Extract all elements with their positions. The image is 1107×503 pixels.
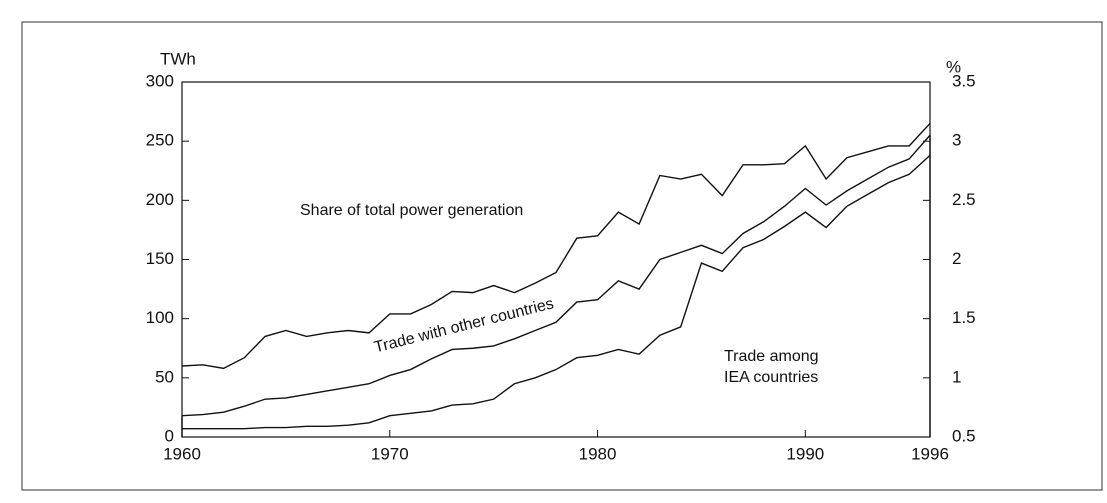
x-tick-label: 1996 bbox=[911, 444, 949, 463]
y-tick-label: 300 bbox=[146, 71, 174, 90]
y-tick-label: 250 bbox=[146, 131, 174, 150]
frame bbox=[21, 21, 1103, 491]
y2-tick-label: 3 bbox=[952, 131, 961, 150]
y-tick-label: 100 bbox=[146, 308, 174, 327]
share-label: Share of total power generation bbox=[300, 202, 524, 219]
series-line bbox=[181, 122, 931, 370]
x-tick-label: 1990 bbox=[786, 444, 824, 463]
series-line bbox=[182, 154, 931, 430]
y-tick-label: 50 bbox=[155, 367, 174, 386]
y2-tick-label: 3.5 bbox=[952, 71, 976, 90]
iea-label: Trade among IEA countries bbox=[724, 348, 819, 386]
y-tick-label: 150 bbox=[146, 249, 174, 268]
x-tick-label: 1960 bbox=[163, 444, 201, 463]
y2-tick-label: 1.5 bbox=[952, 308, 976, 327]
y-tick-label: 200 bbox=[146, 190, 174, 209]
series-line bbox=[181, 134, 931, 417]
y-tick-label: 0 bbox=[165, 426, 174, 445]
y2-tick-label: 0.5 bbox=[952, 426, 976, 445]
y2-tick-label: 1 bbox=[952, 367, 961, 386]
y2-tick-label: 2 bbox=[952, 249, 961, 268]
x-tick-label: 1980 bbox=[579, 444, 617, 463]
y2-axis-label: % bbox=[946, 57, 961, 76]
y2-tick-label: 2.5 bbox=[952, 190, 976, 209]
y-axis-label: TWh bbox=[160, 49, 196, 68]
x-tick-label: 1970 bbox=[371, 444, 409, 463]
